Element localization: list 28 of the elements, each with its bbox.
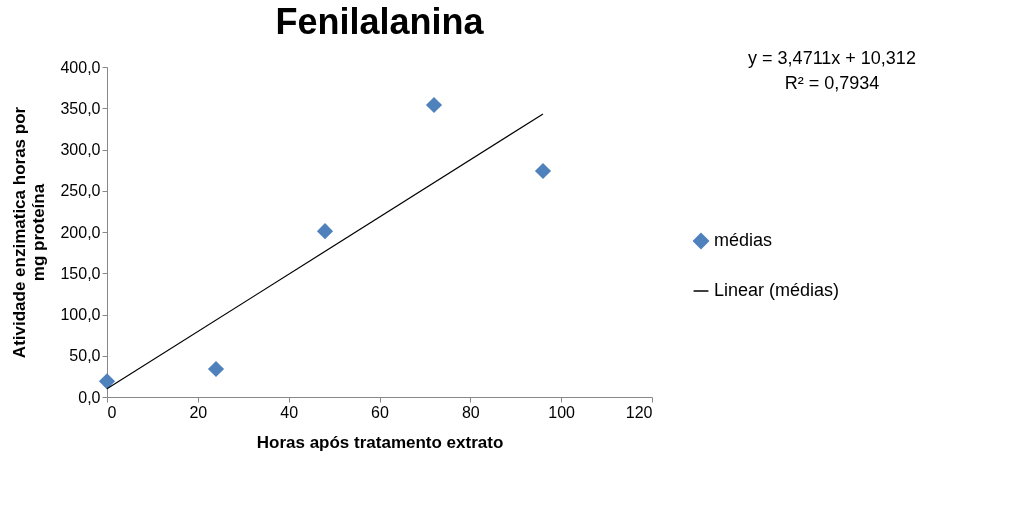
y-tick-label: 250,0 <box>60 182 101 200</box>
y-tick-label: 200,0 <box>60 223 101 241</box>
x-tick-label: 0 <box>107 403 117 421</box>
legend-label: Linear (médias) <box>714 280 840 300</box>
chart-title: Fenilalanina <box>275 1 485 42</box>
y-axis-title: Atividade enzimatica horas por mg proteína <box>10 106 49 359</box>
y-tick-label: 300,0 <box>60 141 101 158</box>
legend-label: médias <box>714 230 773 250</box>
x-tick-label: 40 <box>280 403 299 421</box>
x-tick-label: 60 <box>371 403 389 421</box>
y-tick-label: 0,0 <box>78 388 101 406</box>
y-tick-label: 400,0 <box>60 58 101 76</box>
point <box>534 162 552 180</box>
x-tick-label: 20 <box>189 403 208 421</box>
point <box>316 223 334 240</box>
text: R² = 0,7934 <box>784 73 880 93</box>
point <box>207 360 225 378</box>
x-tick-label: 100 <box>548 403 576 421</box>
y-tick-label: 150,0 <box>60 264 101 282</box>
point <box>425 96 443 114</box>
text: y = 3,4711x + 10,312 <box>748 48 916 68</box>
x-axis-title: Horas após tratamento extrato <box>256 432 504 452</box>
x-tick-label: 120 <box>625 403 653 421</box>
y-tick-label: 50,0 <box>69 347 101 365</box>
y-tick-label: 100,0 <box>60 306 101 323</box>
x-tick-label: 80 <box>461 403 480 421</box>
point <box>98 373 116 390</box>
y-tick-label: 350,0 <box>60 99 101 117</box>
